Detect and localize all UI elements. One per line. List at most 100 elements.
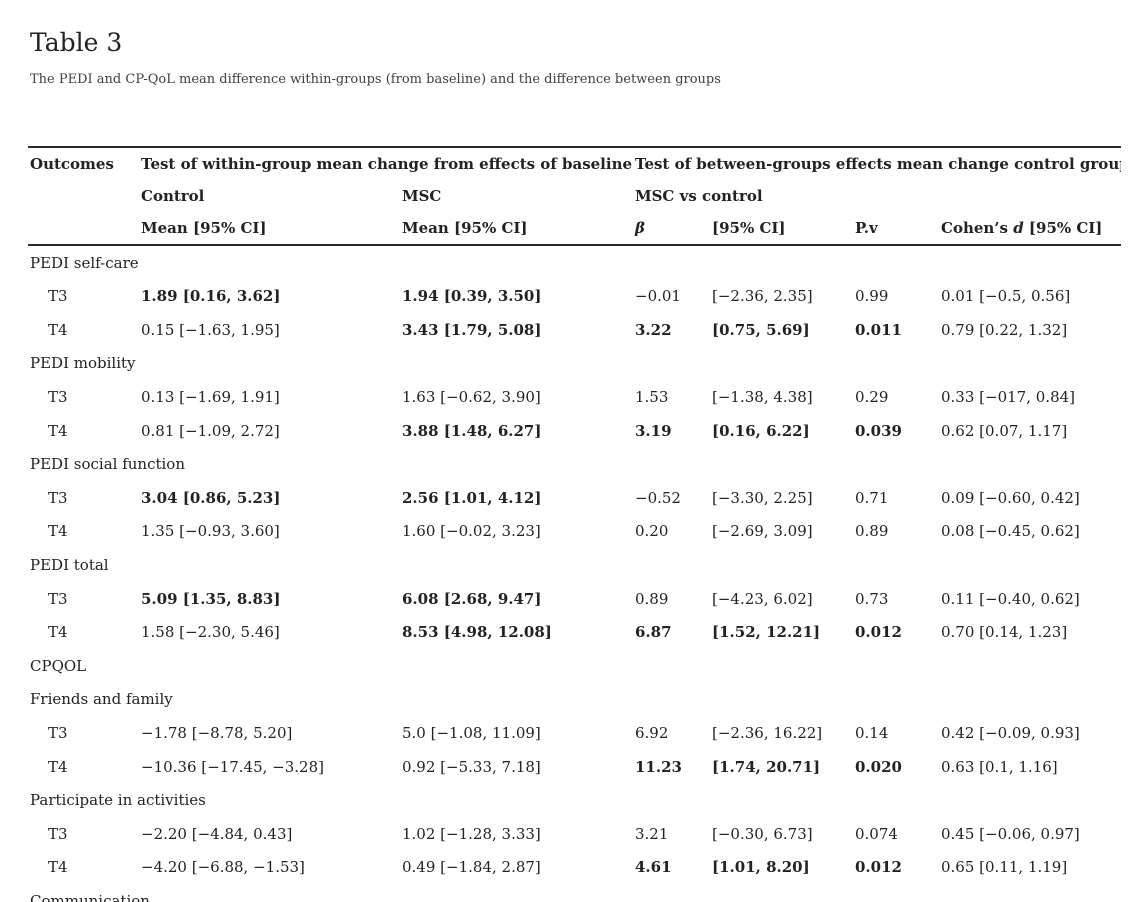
section-label: PEDI social function <box>30 455 185 474</box>
cell-p-value: 0.14 <box>855 724 889 742</box>
cell-ci: [0.16, 6.22] <box>712 421 810 440</box>
section-row: PEDI total <box>28 548 1121 582</box>
cell-ci: [1.52, 12.21] <box>712 623 821 642</box>
header-row-measures: Mean [95% CI] Mean [95% CI] β [95% CI] P… <box>28 212 1121 245</box>
cell-cohens-d: 0.62 [0.07, 1.17] <box>941 421 1068 440</box>
data-row: T3 0.13 [−1.69, 1.91] 1.63 [−0.62, 3.90] 1.… <box>28 380 1121 414</box>
cell-beta: −0.01 <box>635 287 681 306</box>
cell-p-value: 0.012 <box>855 623 902 642</box>
cell-beta: 0.89 <box>635 589 669 608</box>
column-header-control-mean-ci: Mean [95% CI] <box>141 218 267 237</box>
cell-cohens-d: 0.70 [0.14, 1.23] <box>941 623 1068 642</box>
cell-msc-mean: 0.92 [−5.33, 7.18] <box>402 757 541 776</box>
timepoint-label: T3 <box>48 287 68 306</box>
header-row-groups: Outcomes Test of within-group mean chang… <box>28 147 1121 180</box>
column-header-pvalue: P.v <box>855 218 878 237</box>
cell-msc-mean: 2.56 [1.01, 4.12] <box>402 488 542 507</box>
data-row: T4 −4.20 [−6.88, −1.53] 0.49 [−1.84, 2.87]… <box>28 851 1121 885</box>
column-header-msc-mean-ci: Mean [95% CI] <box>402 218 528 237</box>
cell-control-mean: 5.09 [1.35, 8.83] <box>141 589 281 608</box>
timepoint-label: T4 <box>48 320 68 339</box>
cell-msc-mean: 1.94 [0.39, 3.50] <box>402 287 542 306</box>
data-row: T3 5.09 [1.35, 8.83] 6.08 [2.68, 9.47] 0.89… <box>28 582 1121 616</box>
cell-msc-mean: 3.43 [1.79, 5.08] <box>402 320 542 339</box>
cell-cohens-d: 0.09 [−0.60, 0.42] <box>941 488 1080 507</box>
cell-msc-mean: 8.53 [4.98, 12.08] <box>402 623 552 642</box>
column-header-beta: β <box>635 218 645 237</box>
section-label: Friends and family <box>30 690 173 709</box>
cell-msc-mean: 3.88 [1.48, 6.27] <box>402 421 542 440</box>
cell-control-mean: −2.20 [−4.84, 0.43] <box>141 824 293 843</box>
section-row: CPQOL <box>28 649 1121 683</box>
cell-control-mean: 3.04 [0.86, 5.23] <box>141 488 281 507</box>
cell-p-value: 0.89 <box>855 522 889 541</box>
section-label: CPQOL <box>30 656 87 675</box>
cell-ci: [1.01, 8.20] <box>712 858 810 877</box>
cell-ci: [−3.30, 2.25] <box>712 488 813 507</box>
cell-beta: 3.21 <box>635 824 669 843</box>
cell-control-mean: −10.36 [−17.45, −3.28] <box>141 757 324 776</box>
column-header-cohens-d: Cohen’s d [95% CI] <box>939 212 1121 245</box>
column-header-within-group: Test of within-group mean change from ef… <box>141 154 633 173</box>
cell-cohens-d: 0.45 [−0.06, 0.97] <box>941 824 1080 843</box>
cell-beta: 6.92 <box>635 724 669 742</box>
timepoint-label: T3 <box>48 388 68 407</box>
timepoint-label: T4 <box>48 757 68 776</box>
cell-beta: 0.20 <box>635 522 669 541</box>
cell-beta: 11.23 <box>635 757 682 776</box>
cell-ci: [−1.38, 4.38] <box>712 388 813 407</box>
cell-ci: [0.75, 5.69] <box>712 320 810 339</box>
cell-p-value: 0.011 <box>855 320 902 339</box>
cell-cohens-d: 0.79 [0.22, 1.32] <box>941 320 1068 339</box>
section-row: Communication <box>28 884 1121 902</box>
column-header-msc-vs-control: MSC vs control <box>635 186 763 205</box>
cell-msc-mean: 0.49 [−1.84, 2.87] <box>402 858 541 877</box>
cell-p-value: 0.99 <box>855 287 889 306</box>
timepoint-label: T4 <box>48 522 68 541</box>
page-title: Table 3 <box>30 28 123 57</box>
cell-beta: −0.52 <box>635 488 681 507</box>
cell-p-value: 0.012 <box>855 858 902 877</box>
cell-msc-mean: 1.63 [−0.62, 3.90] <box>402 388 541 407</box>
cell-control-mean: 0.81 [−1.09, 2.72] <box>141 421 280 440</box>
column-header-control: Control <box>141 186 205 205</box>
column-header-msc: MSC <box>402 186 442 205</box>
cell-p-value: 0.29 <box>855 388 889 407</box>
timepoint-label: T3 <box>48 488 68 507</box>
timepoint-label: T3 <box>48 589 68 608</box>
column-header-between-groups: Test of between-groups effects mean chan… <box>635 154 1122 173</box>
header-row-arms: Control MSC MSC vs control <box>28 180 1121 212</box>
data-row: T4 0.15 [−1.63, 1.95] 3.43 [1.79, 5.08] 3.2… <box>28 313 1121 347</box>
data-row: T4 1.58 [−2.30, 5.46] 8.53 [4.98, 12.08] 6.… <box>28 615 1121 649</box>
cell-cohens-d: 0.42 [−0.09, 0.93] <box>941 724 1080 742</box>
cell-cohens-d: 0.01 [−0.5, 0.56] <box>941 287 1071 306</box>
cohens-d-symbol: d <box>1013 218 1024 237</box>
section-row: Participate in activities <box>28 783 1121 817</box>
table-header: Outcomes Test of within-group mean chang… <box>28 147 1122 245</box>
timepoint-label: T4 <box>48 623 68 642</box>
data-row: T3 −2.20 [−4.84, 0.43] 1.02 [−1.28, 3.33] 3… <box>28 817 1121 851</box>
cell-ci: [−4.23, 6.02] <box>712 589 813 608</box>
timepoint-label: T3 <box>48 824 68 843</box>
cell-ci: [−2.36, 2.35] <box>712 287 813 306</box>
cohens-d-prefix: Cohen’s <box>941 218 1014 237</box>
cell-beta: 4.61 <box>635 858 672 877</box>
timepoint-label: T3 <box>48 724 68 742</box>
cell-msc-mean: 5.0 [−1.08, 11.09] <box>402 724 541 742</box>
table-caption: The PEDI and CP-QoL mean difference with… <box>30 72 721 87</box>
cell-control-mean: 0.13 [−1.69, 1.91] <box>141 388 280 407</box>
cell-msc-mean: 1.02 [−1.28, 3.33] <box>402 824 541 843</box>
cohens-d-suffix: [95% CI] <box>1023 218 1103 237</box>
cell-p-value: 0.074 <box>855 824 898 843</box>
cell-beta: 3.22 <box>635 320 672 339</box>
table-body: PEDI self-care T3 1.89 [0.16, 3.62] 1.94 [0… <box>28 245 1121 902</box>
cell-ci: [−2.36, 16.22] <box>712 724 823 742</box>
cell-p-value: 0.039 <box>855 421 902 440</box>
cell-control-mean: −4.20 [−6.88, −1.53] <box>141 858 305 877</box>
data-row: T4 −10.36 [−17.45, −3.28] 0.92 [−5.33, 7.1… <box>28 750 1121 784</box>
results-table: Outcomes Test of within-group mean chang… <box>28 145 1122 902</box>
cell-p-value: 0.71 <box>855 488 889 507</box>
cell-cohens-d: 0.08 [−0.45, 0.62] <box>941 522 1080 541</box>
section-label: Participate in activities <box>30 791 206 810</box>
data-row: T3 1.89 [0.16, 3.62] 1.94 [0.39, 3.50] −0.0… <box>28 279 1121 313</box>
